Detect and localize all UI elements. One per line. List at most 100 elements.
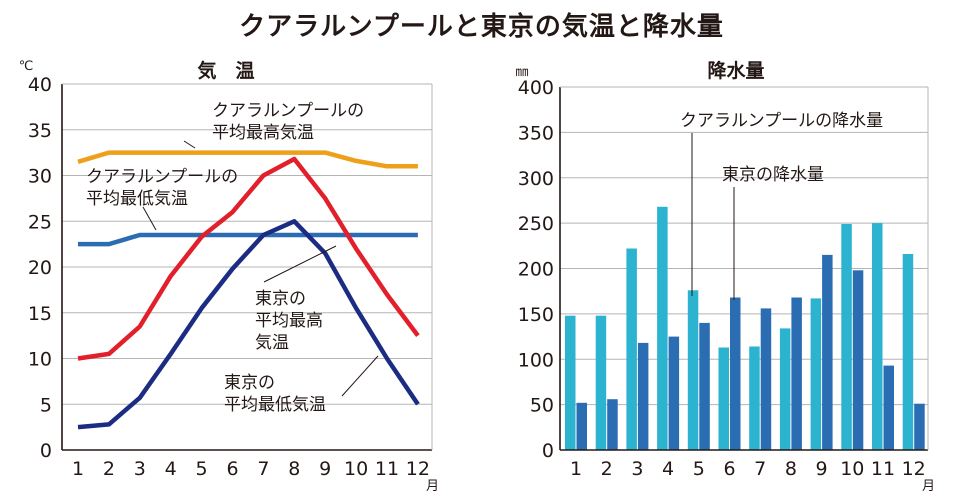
annotation-tokyo-max-line3: 気温 (255, 333, 289, 353)
temp-x-tick-label: 8 (288, 458, 300, 480)
annotation-kl-max-line2: 平均最高気温 (212, 123, 314, 143)
rain-x-tick-label: 5 (693, 458, 705, 480)
temp-x-tick-label: 3 (134, 458, 146, 480)
rain-x-tick-labels: 1 2 3 4 5 6 7 8 9 10 11 12 (570, 458, 926, 480)
annotation-tokyo-max-leader (263, 245, 337, 283)
kl-rain-bar (902, 254, 914, 450)
temp-chart-title: 気 温 (197, 59, 254, 82)
temp-x-unit: 月 (426, 479, 439, 494)
rain-x-tick-label: 10 (840, 458, 864, 480)
temp-y-tick-labels: 0 5 10 15 20 25 30 35 40 (28, 74, 52, 462)
temp-series-lines (77, 150, 420, 430)
rain-x-tick-label: 4 (662, 458, 674, 480)
rain-y-tick-label: 200 (518, 259, 554, 281)
figure-title: クアラルンプールと東京の気温と降水量 (239, 12, 724, 42)
rain-bars (565, 206, 925, 450)
annotation-tokyo-rain: 東京の降水量 (722, 165, 824, 185)
rain-y-tick-label: 250 (518, 213, 554, 235)
tokyo-rain-bar (730, 297, 741, 450)
rain-chart-title: 降水量 (707, 59, 764, 82)
rain-x-tick-label: 12 (902, 458, 926, 480)
temp-y-tick-label: 25 (28, 211, 52, 233)
rain-y-tick-label: 150 (518, 304, 554, 326)
temp-x-tick-label: 9 (319, 458, 331, 480)
rain-plot-frame (559, 86, 929, 451)
annotation-tokyo-max-line2: 平均最高 (255, 311, 323, 331)
kl-rain-bar (841, 224, 852, 450)
temp-y-tick-label: 40 (28, 74, 52, 96)
rain-y-tick-label: 300 (518, 168, 554, 190)
kl-rain-bar (718, 347, 729, 450)
temp-y-tick-label: 30 (28, 166, 52, 188)
annotation-kl-max-leader (183, 140, 196, 149)
kl-rain-bar (595, 315, 607, 450)
temp-x-tick-label: 4 (165, 458, 177, 480)
rain-x-tick-label: 3 (631, 458, 643, 480)
temp-x-tick-label: 1 (72, 458, 84, 480)
tokyo-rain-bar (883, 365, 894, 450)
tokyo-rain-bar (822, 254, 833, 450)
annotation-tokyo-min-line2: 平均最低気温 (224, 395, 326, 415)
kl-rain-bar (626, 248, 637, 450)
temp-y-unit: ℃ (19, 59, 34, 74)
rain-x-tick-label: 2 (601, 458, 613, 480)
annotation-tokyo-min-line1: 東京の (224, 373, 275, 393)
kl-rain-bar (657, 206, 668, 450)
temp-y-tick-label: 0 (40, 440, 52, 462)
annotation-kl-min-line1: クアラルンプールの (86, 167, 238, 187)
tokyo-rain-bar (668, 336, 680, 450)
kl-rain-bar (687, 290, 699, 450)
kl-min-temp-line (78, 232, 418, 247)
tokyo-max-temp-line (77, 156, 420, 361)
temp-x-tick-label: 2 (103, 458, 115, 480)
temp-x-tick-label: 11 (375, 458, 399, 480)
rain-x-tick-label: 1 (570, 458, 582, 480)
kl-rain-bar (779, 328, 791, 450)
temp-y-tick-label: 35 (28, 120, 52, 142)
temp-x-tick-label: 10 (344, 458, 368, 480)
tokyo-rain-bar (760, 308, 772, 450)
rain-y-tick-label: 50 (530, 395, 554, 417)
temp-x-tick-label: 5 (196, 458, 208, 480)
kl-rain-bar (872, 223, 883, 450)
tokyo-rain-bar (791, 297, 802, 450)
temp-y-tick-label: 5 (40, 394, 52, 416)
rain-y-tick-label: 0 (542, 440, 554, 462)
kl-rain-bar (810, 298, 822, 450)
rain-x-tick-label: 6 (723, 458, 735, 480)
tokyo-rain-bar (576, 402, 587, 450)
rain-annotations: クアラルンプールの降水量 東京の降水量 (680, 111, 883, 300)
rain-y-tick-label: 400 (518, 77, 554, 99)
rain-x-tick-label: 11 (871, 458, 895, 480)
temp-x-tick-label: 6 (226, 458, 238, 480)
rain-x-tick-label: 8 (785, 458, 797, 480)
tokyo-rain-bar (914, 403, 925, 450)
annotation-tokyo-min-leader (341, 355, 379, 397)
rain-y-tick-label: 100 (518, 349, 554, 371)
tokyo-rain-bar (852, 270, 864, 450)
rain-x-tick-label: 7 (754, 458, 766, 480)
tokyo-rain-bar (607, 399, 618, 450)
temp-plot-frame (61, 83, 433, 451)
tokyo-min-temp-line (77, 219, 420, 430)
annotation-tokyo-max-line1: 東京の (255, 289, 306, 309)
temp-x-tick-labels: 1 2 3 4 5 6 7 8 9 10 11 12 (72, 458, 430, 480)
tokyo-rain-bar (637, 342, 649, 450)
rain-x-unit: 月 (922, 479, 935, 494)
temp-x-tick-label: 12 (406, 458, 430, 480)
tokyo-rain-bar (699, 322, 710, 450)
kl-rain-bar (749, 346, 760, 450)
rain-gridlines (560, 131, 928, 406)
temp-y-tick-label: 20 (28, 257, 52, 279)
rain-y-tick-labels: 0 50 100 150 200 250 300 350 400 (518, 77, 554, 462)
temp-annotations: クアラルンプールの 平均最高気温 クアラルンプールの 平均最低気温 東京の 平均… (86, 101, 379, 415)
annotation-kl-max-line1: クアラルンプールの (212, 101, 364, 121)
kl-rain-bar (565, 315, 576, 450)
rain-y-tick-label: 350 (518, 122, 554, 144)
annotation-kl-rain: クアラルンプールの降水量 (680, 111, 883, 131)
annotation-kl-min-leader (142, 206, 157, 231)
temp-y-tick-label: 15 (28, 303, 52, 325)
